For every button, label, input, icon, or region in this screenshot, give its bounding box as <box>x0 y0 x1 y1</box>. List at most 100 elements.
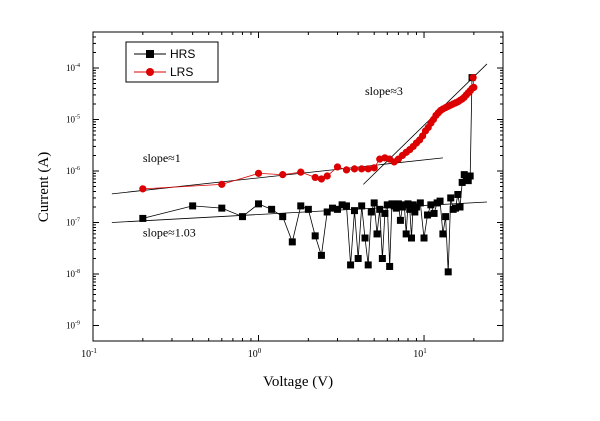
y-tick-exponent: -8 <box>75 269 80 275</box>
data-point-hrs <box>347 261 355 269</box>
data-point-hrs <box>383 201 391 209</box>
data-point-hrs <box>462 172 470 180</box>
slope-annotation: slope≈3 <box>365 84 403 98</box>
y-tick-base: 10 <box>66 114 76 124</box>
data-point-hrs <box>447 194 455 202</box>
data-point-hrs <box>424 211 432 219</box>
data-point-hrs <box>139 214 147 222</box>
axes-frame <box>92 31 504 342</box>
data-point-hrs <box>367 208 375 216</box>
data-point-hrs <box>406 205 414 213</box>
data-point-hrs <box>454 190 462 198</box>
data-point-hrs <box>333 205 341 213</box>
data-point-lrs <box>311 173 319 182</box>
y-tick-label: 10-6 <box>66 166 80 176</box>
data-point-lrs <box>370 164 378 172</box>
data-point-hrs <box>430 209 438 217</box>
legend-lrs-marker <box>146 68 154 76</box>
data-point-hrs <box>436 197 444 205</box>
data-point-hrs <box>394 200 402 208</box>
x-tick-base: 10 <box>413 349 423 360</box>
data-point-lrs <box>297 168 305 176</box>
data-point-hrs <box>386 262 394 270</box>
data-point-hrs <box>392 204 400 212</box>
data-point-lrs <box>254 169 263 177</box>
data-point-lrs <box>218 180 226 188</box>
data-point-lrs <box>470 83 478 91</box>
data-point-hrs <box>466 172 474 180</box>
data-point-hrs <box>381 209 389 217</box>
legend-box <box>125 41 219 83</box>
y-axis-label: Current (A) <box>36 152 52 222</box>
y-tick-label: 10-5 <box>66 114 80 124</box>
data-point-hrs <box>354 254 362 262</box>
legend-hrs-label: HRS <box>170 47 195 61</box>
data-point-hrs <box>400 201 408 209</box>
data-point-hrs <box>323 208 331 216</box>
data-point-lrs <box>364 165 372 173</box>
slope-annotations: slope≈3 slope≈1 slope≈1.03 <box>143 84 403 239</box>
data-point-hrs <box>378 254 386 262</box>
data-point-hrs <box>189 202 197 210</box>
data-point-hrs <box>311 232 319 240</box>
data-point-lrs <box>358 165 366 173</box>
data-point-hrs <box>456 203 464 211</box>
x-tick-exponent: 0 <box>258 347 262 355</box>
data-point-hrs <box>317 251 325 259</box>
data-point-hrs <box>358 202 366 210</box>
slope-annotation: slope≈1.03 <box>143 225 196 239</box>
data-series <box>139 74 478 276</box>
data-point-hrs <box>412 203 420 211</box>
data-point-hrs <box>416 199 424 207</box>
data-point-hrs <box>376 205 384 213</box>
y-tick-exponent: -9 <box>75 320 80 326</box>
data-point-hrs <box>373 230 381 238</box>
y-tick-label: 10-9 <box>66 320 80 330</box>
data-point-lrs <box>279 171 287 179</box>
x-tick-base: 10 <box>81 349 91 360</box>
data-point-hrs <box>238 213 246 221</box>
x-axis-label: Voltage (V) <box>263 374 333 390</box>
data-point-hrs <box>444 268 452 276</box>
x-tick-label: 101 <box>413 347 427 360</box>
y-tick-base: 10 <box>66 63 76 73</box>
data-point-lrs <box>139 185 147 193</box>
data-point-hrs <box>396 216 404 224</box>
x-tick-exponent: -1 <box>91 347 97 355</box>
legend-hrs-marker <box>146 50 154 58</box>
data-point-lrs <box>323 172 331 180</box>
data-point-hrs <box>402 230 410 238</box>
y-tick-label: 10-8 <box>66 269 80 279</box>
data-point-hrs <box>404 200 412 208</box>
y-tick-base: 10 <box>66 269 76 279</box>
data-point-hrs <box>361 234 369 242</box>
data-point-hrs <box>439 230 447 238</box>
y-tick-exponent: -5 <box>75 114 80 120</box>
y-tick-label: 10-7 <box>66 217 80 227</box>
x-tick-base: 10 <box>248 349 258 360</box>
data-point-hrs <box>218 204 226 212</box>
data-point-hrs <box>407 234 415 242</box>
x-tick-label: 10-1 <box>81 347 97 360</box>
fit-line <box>363 63 488 185</box>
data-point-hrs <box>420 234 428 242</box>
x-tick-label: 100 <box>248 347 262 360</box>
y-tick-base: 10 <box>66 217 76 227</box>
data-point-hrs <box>297 202 305 210</box>
y-tick-base: 10 <box>66 320 76 330</box>
data-point-hrs <box>350 207 358 215</box>
plot-area <box>92 31 504 342</box>
data-point-hrs <box>464 177 472 185</box>
y-tick-base: 10 <box>66 166 76 176</box>
data-point-hrs <box>255 200 263 208</box>
data-point-hrs <box>329 204 337 212</box>
data-point-hrs <box>268 205 276 213</box>
legend: HRS LRS <box>125 41 219 83</box>
legend-lrs-label: LRS <box>170 65 193 79</box>
data-point-hrs <box>288 238 296 246</box>
data-point-hrs <box>411 208 419 216</box>
data-point-hrs <box>427 201 435 209</box>
data-point-hrs <box>442 213 450 221</box>
data-point-hrs <box>364 261 372 269</box>
